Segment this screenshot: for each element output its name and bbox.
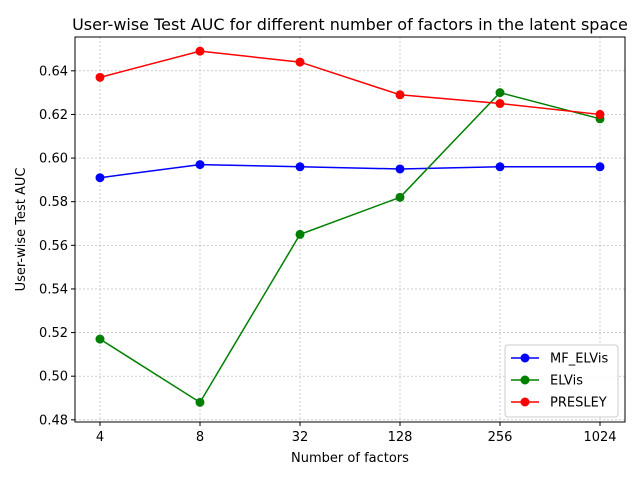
y-tick-label: 0.54 [39,282,68,297]
y-axis-label: User-wise Test AUC [14,168,29,292]
x-tick-label: 32 [292,430,309,445]
legend-label: MF_ELVis [550,352,608,367]
axis-ticks: 0.48 0.50 0.52 0.54 0.56 0.58 0.60 0.62 0.64 4 8 32… [39,64,617,445]
data-point [595,162,605,172]
data-point [95,334,105,344]
series-elvis [95,88,605,407]
data-point [395,90,405,100]
data-point [195,397,205,407]
legend-item: MF_ELVis [511,352,608,367]
data-point [395,164,405,174]
x-tick-label: 256 [488,430,513,445]
y-tick-label: 0.58 [39,195,68,210]
y-tick-label: 0.50 [39,370,68,385]
data-point [495,88,505,98]
x-tick-label: 8 [196,430,204,445]
data-point [295,162,305,172]
legend-swatch-marker [520,375,530,385]
data-point [195,160,205,170]
data-point [295,57,305,67]
data-point [295,229,305,239]
legend-item: PRESLEY [511,396,607,411]
series-line [99,91,601,404]
x-axis-label: Number of factors [291,451,409,466]
data-point [495,162,505,172]
data-point [95,72,105,82]
series-line [99,50,601,116]
legend-box [504,344,619,418]
x-tick-label: 128 [388,430,413,445]
data-point [395,192,405,202]
legend-swatch-marker [520,353,530,363]
y-tick-label: 0.56 [39,239,68,254]
legend: MF_ELVis ELVis PRESLEY [504,344,619,418]
series-line [99,163,600,179]
legend-label: PRESLEY [550,396,607,411]
y-tick-label: 0.62 [39,108,68,123]
y-tick-label: 0.64 [39,64,68,79]
y-tick-label: 0.60 [39,152,68,167]
data-point [195,46,205,56]
data-point [495,99,505,109]
data-point [595,109,605,119]
chart-title: User-wise Test AUC for different number … [72,15,628,34]
x-tick-label: 4 [96,430,104,445]
data-point [95,173,105,183]
legend-item: ELVis [511,374,583,389]
legend-label: ELVis [550,374,583,389]
plot-frame [74,36,626,423]
series-presley [95,46,605,119]
y-tick-label: 0.48 [39,413,68,428]
series-mf-elvis [95,160,605,183]
series-group [95,46,605,407]
y-tick-label: 0.52 [39,326,68,341]
x-tick-label: 1024 [583,430,616,445]
legend-swatch-marker [520,397,530,407]
